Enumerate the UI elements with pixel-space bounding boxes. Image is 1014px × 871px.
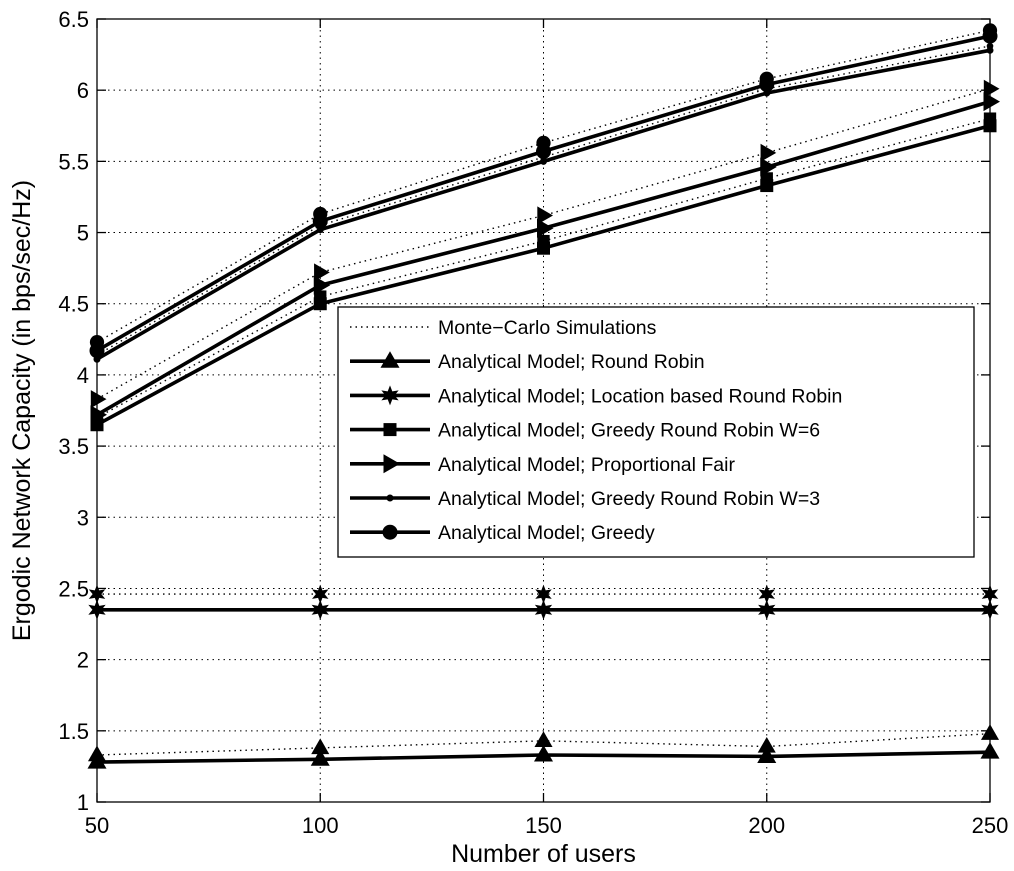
- y-tick-label: 1.5: [58, 719, 89, 744]
- simulation-line: [96, 88, 991, 400]
- legend-swatch-marker: [381, 385, 399, 406]
- data-point: [90, 405, 107, 425]
- y-tick-label: 2: [77, 648, 89, 673]
- y-tick-label: 2.5: [58, 576, 89, 601]
- legend-label: Monte−Carlo Simulations: [438, 317, 657, 339]
- simulation-point: [759, 71, 774, 86]
- simulation-point: [760, 172, 773, 185]
- legend-label: Analytical Model; Greedy Round Robin W=3: [438, 488, 820, 510]
- simulation-point: [535, 584, 552, 604]
- simulation-point: [313, 206, 328, 222]
- simulation-point: [758, 584, 775, 604]
- x-tick-label: 50: [85, 813, 109, 838]
- y-tick-label: 4.5: [58, 292, 89, 317]
- simulation-point: [536, 135, 551, 150]
- legend-entry: Analytical Model; Round Robin: [350, 351, 705, 373]
- data-point: [311, 599, 329, 620]
- data-point: [983, 92, 1000, 112]
- legend-entry: Analytical Model; Greedy Round Robin W=3: [350, 488, 820, 510]
- series-triangle-right: [90, 79, 1000, 425]
- y-tick-label: 6: [77, 78, 89, 103]
- simulation-point: [760, 143, 777, 162]
- legend-label: Analytical Model; Proportional Fair: [438, 454, 735, 476]
- legend-swatch-marker: [382, 524, 398, 540]
- data-point: [537, 218, 554, 238]
- simulation-point: [312, 584, 329, 604]
- simulation-point: [90, 390, 107, 409]
- legend-label: Analytical Model; Location based Round R…: [438, 385, 842, 407]
- y-tick-label: 5: [77, 221, 89, 246]
- legend-swatch-marker: [383, 454, 400, 474]
- data-point: [534, 599, 553, 620]
- legend-swatch-marker: [380, 351, 400, 368]
- legend-entry: Analytical Model; Greedy Round Robin W=6: [350, 420, 820, 442]
- simulation-point: [534, 731, 553, 747]
- simulation-point: [311, 738, 330, 755]
- x-tick-label: 250: [972, 813, 1009, 838]
- legend-label: Analytical Model; Round Robin: [438, 351, 705, 373]
- y-tick-label: 3: [77, 505, 89, 530]
- y-tick-label: 4: [77, 363, 89, 388]
- simulation-line: [96, 118, 991, 419]
- y-tick-label: 6.5: [58, 7, 89, 32]
- simulation-point: [314, 290, 327, 303]
- simulation-point: [757, 736, 776, 753]
- simulation-point: [537, 234, 550, 248]
- data-point: [758, 599, 776, 620]
- data-point: [313, 275, 331, 295]
- y-tick-label: 1: [77, 790, 89, 815]
- x-tick-label: 150: [525, 813, 562, 838]
- data-point: [534, 745, 553, 762]
- axis-ticks: 50 100 150 200 250 1 1.5 2 2.5 3 3.5 4 4.5 5 5.5 6 6.5: [58, 7, 1008, 838]
- simulation-point: [537, 206, 553, 225]
- y-tick-label: 3.5: [58, 434, 89, 459]
- legend-label: Analytical Model; Greedy: [438, 522, 655, 544]
- legend-swatch-marker: [386, 494, 394, 502]
- legend-label: Analytical Model; Greedy Round Robin W=6: [438, 420, 820, 442]
- y-axis-label: Ergodic Network Capacity (in bps/sec/Hz): [8, 180, 36, 641]
- legend-box: [337, 306, 975, 558]
- simulation-line: [96, 29, 991, 343]
- legend-entry: Analytical Model; Location based Round R…: [350, 385, 842, 407]
- y-tick-label: 5.5: [58, 149, 89, 174]
- x-tick-label: 200: [748, 813, 785, 838]
- x-tick-label: 100: [302, 813, 339, 838]
- data-point: [757, 746, 777, 763]
- data-point: [760, 157, 777, 177]
- simulation-point: [314, 263, 330, 282]
- legend: Monte−Carlo Simulations Analytical Model;…: [337, 306, 975, 558]
- series-hexagram: [88, 584, 999, 620]
- data-point: [310, 749, 330, 766]
- legend-entry: Analytical Model; Greedy: [350, 522, 655, 544]
- legend-swatch-marker: [383, 423, 397, 437]
- x-axis-label: Number of users: [451, 840, 636, 868]
- simulation-point: [983, 79, 1000, 98]
- legend-entry: Monte−Carlo Simulations: [350, 317, 657, 339]
- legend-entry: Analytical Model; Proportional Fair: [350, 454, 735, 476]
